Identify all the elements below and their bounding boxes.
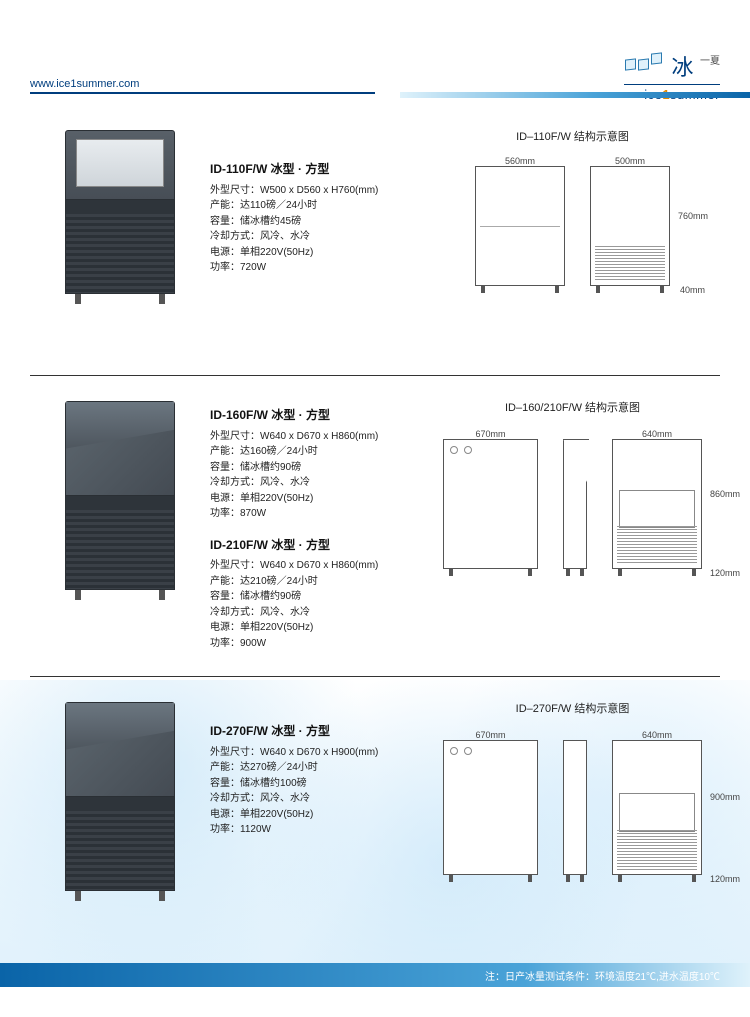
diagram-side: 640mm 860mm 120mm [612, 429, 702, 576]
diagram-col-160: ID–160/210F/W 结构示意图 670mm [425, 391, 720, 576]
diagram-side-profile [563, 427, 587, 576]
spec-line: 容量：储冰槽约90磅 [210, 460, 425, 476]
spec-line: 外型尺寸：W500 x D560 x H760(mm) [210, 183, 425, 199]
product-photo-160 [30, 391, 210, 600]
logo-sub: 一夏 [700, 56, 720, 67]
spec-title: ID-270F/W 冰型 · 方型 [210, 722, 425, 741]
spec-line: 电源：单相220V(50Hz) [210, 807, 425, 823]
dim-width-side: 640mm [612, 429, 702, 439]
spec-title: ID-160F/W 冰型 · 方型 [210, 406, 425, 425]
diagram-col-110: ID–110F/W 结构示意图 560mm 500mm 760mm [425, 120, 720, 293]
spec-col-110: ID-110F/W 冰型 · 方型 外型尺寸：W500 x D560 x H76… [210, 120, 425, 290]
ice-cube-icon [624, 57, 663, 75]
dim-leg: 120mm [710, 568, 740, 578]
spec-line: 外型尺寸：W640 x D670 x H860(mm) [210, 429, 425, 445]
product-photo-110 [30, 120, 210, 304]
spec-line: 产能：达210磅／24小时 [210, 574, 425, 590]
diagram-front: 670mm [443, 429, 538, 576]
page-header: www.ice1summer.com 冰 一夏 ice1summer [0, 0, 750, 105]
diagram-front: 560mm [475, 156, 565, 293]
spec-line: 产能：达160磅／24小时 [210, 444, 425, 460]
spec-title: ID-110F/W 冰型 · 方型 [210, 160, 425, 179]
website-url: www.ice1summer.com [30, 78, 375, 94]
spec-line: 外型尺寸：W640 x D670 x H860(mm) [210, 558, 425, 574]
dim-width-front: 560mm [475, 156, 565, 166]
diagram-title: ID–270F/W 结构示意图 [425, 700, 720, 716]
product-photo-270 [30, 692, 210, 901]
spec-line: 产能：达110磅／24小时 [210, 198, 425, 214]
diagram-side: 640mm 900mm 120mm [612, 730, 702, 882]
logo-cn: 冰 [672, 50, 694, 82]
diagram-title: ID–110F/W 结构示意图 [425, 128, 720, 144]
footer-note: 注：日产冰量测试条件：环境温度21℃,进水温度10℃ [485, 968, 720, 983]
spec-title: ID-210F/W 冰型 · 方型 [210, 536, 425, 555]
spec-line: 功率：900W [210, 636, 425, 652]
spec-line: 功率：1120W [210, 822, 425, 838]
product-section-110: ID-110F/W 冰型 · 方型 外型尺寸：W500 x D560 x H76… [0, 105, 750, 375]
spec-line: 功率：870W [210, 506, 425, 522]
diagram-side: 500mm 760mm 40mm [590, 156, 670, 293]
spec-line: 冷却方式：风冷、水冷 [210, 475, 425, 491]
dim-width-front: 670mm [443, 730, 538, 740]
dim-width-side: 640mm [612, 730, 702, 740]
spec-col-160-210: ID-160F/W 冰型 · 方型 外型尺寸：W640 x D670 x H86… [210, 391, 425, 665]
spec-line: 容量：储冰槽约100磅 [210, 776, 425, 792]
spec-line: 容量：储冰槽约45磅 [210, 214, 425, 230]
diagram-col-270: ID–270F/W 结构示意图 670mm 640mm [425, 692, 720, 882]
product-section-270: ID-270F/W 冰型 · 方型 外型尺寸：W640 x D670 x H90… [0, 677, 750, 947]
spec-line: 功率：720W [210, 260, 425, 276]
spec-line: 外型尺寸：W640 x D670 x H900(mm) [210, 745, 425, 761]
spec-line: 电源：单相220V(50Hz) [210, 245, 425, 261]
spec-line: 冷却方式：风冷、水冷 [210, 791, 425, 807]
diagram-front: 670mm [443, 730, 538, 882]
spec-line: 冷却方式：风冷、水冷 [210, 605, 425, 621]
diagram-title: ID–160/210F/W 结构示意图 [425, 399, 720, 415]
product-section-160-210: ID-160F/W 冰型 · 方型 外型尺寸：W640 x D670 x H86… [0, 376, 750, 676]
spec-line: 冷却方式：风冷、水冷 [210, 229, 425, 245]
dim-height: 760mm [678, 211, 708, 221]
dim-height: 860mm [710, 489, 740, 499]
spec-line: 电源：单相220V(50Hz) [210, 620, 425, 636]
header-gradient-bar [400, 92, 750, 98]
footer-note-bar: 注：日产冰量测试条件：环境温度21℃,进水温度10℃ [0, 963, 750, 987]
dim-leg: 120mm [710, 874, 740, 884]
spec-col-270: ID-270F/W 冰型 · 方型 外型尺寸：W640 x D670 x H90… [210, 692, 425, 852]
dim-width-front: 670mm [443, 429, 538, 439]
spec-line: 产能：达270磅／24小时 [210, 760, 425, 776]
dim-height: 900mm [710, 792, 740, 802]
dim-leg: 40mm [680, 285, 705, 295]
spec-line: 容量：储冰槽约90磅 [210, 589, 425, 605]
diagram-side-profile [563, 728, 587, 882]
spec-line: 电源：单相220V(50Hz) [210, 491, 425, 507]
dim-width-side: 500mm [590, 156, 670, 166]
